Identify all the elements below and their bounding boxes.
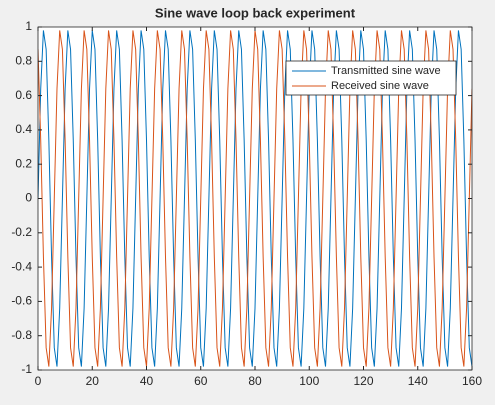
y-tick-label: 0.2	[15, 156, 32, 170]
legend-label: Transmitted sine wave	[331, 65, 441, 77]
chart-title: Sine wave loop back experiment	[155, 5, 356, 20]
y-tick-label: -0.4	[11, 259, 32, 273]
x-tick-label: 80	[248, 374, 262, 388]
x-tick-label: 160	[462, 374, 482, 388]
y-tick-label: -1	[21, 362, 32, 376]
y-tick-label: 0	[25, 191, 32, 205]
x-tick-label: 60	[194, 374, 208, 388]
y-tick-label: -0.6	[11, 294, 32, 308]
y-tick-label: 1	[25, 19, 32, 33]
legend: Transmitted sine wave Received sine wave	[285, 60, 457, 96]
series-line	[38, 30, 472, 367]
x-tick-label: 120	[353, 374, 373, 388]
x-tick-label: 40	[140, 374, 154, 388]
y-tick-label: -0.2	[11, 225, 32, 239]
x-tick-label: 20	[86, 374, 100, 388]
x-tick-label: 140	[408, 374, 428, 388]
x-tick-label: 0	[35, 374, 42, 388]
legend-box	[285, 60, 457, 96]
x-tick-label: 100	[299, 374, 319, 388]
legend-label: Received sine wave	[331, 80, 429, 92]
y-tick-label: 0.8	[15, 53, 32, 67]
y-tick-label: 0.6	[15, 88, 32, 102]
y-tick-label: -0.8	[11, 328, 32, 342]
y-tick-label: 0.4	[15, 122, 32, 136]
